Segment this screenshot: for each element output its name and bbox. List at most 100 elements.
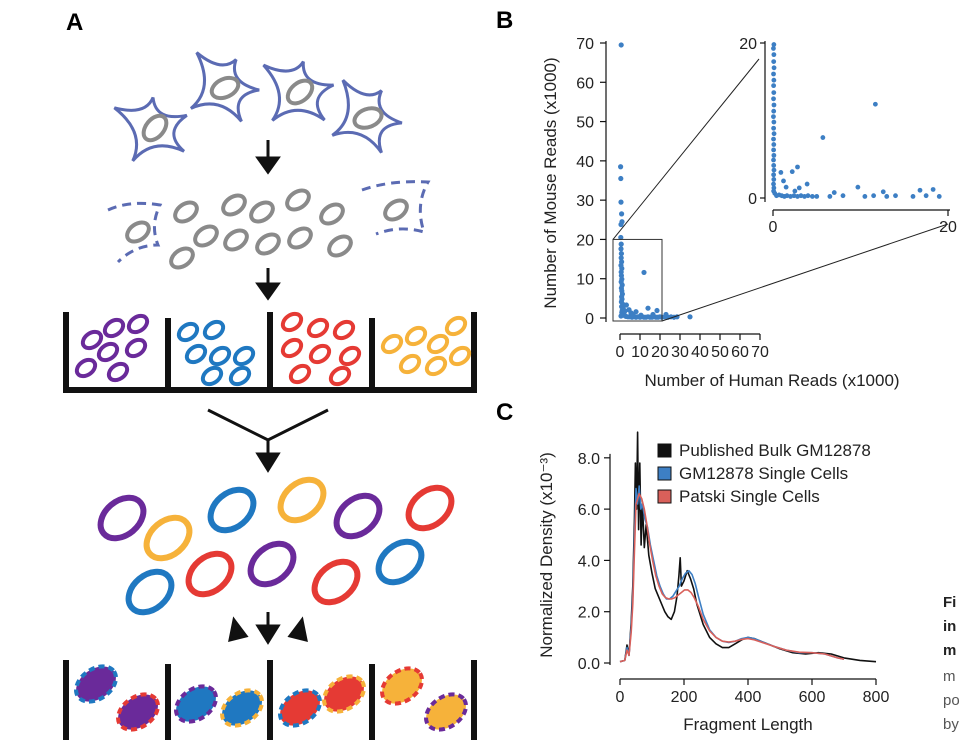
b-inset-point [771, 177, 777, 182]
b-main-point [645, 305, 651, 311]
b-inset-point [771, 83, 777, 89]
b-main-point [618, 42, 624, 48]
c-y-tick-label: 6.0 [578, 502, 600, 519]
b-main-point [687, 314, 693, 320]
b-inset-point [884, 194, 890, 199]
legend-swatch-bulk [657, 443, 672, 458]
caption-fragment: po [943, 692, 960, 709]
legend-label-gm12878: GM12878 Single Cells [679, 464, 848, 483]
caption-fragment: m [943, 668, 956, 685]
b-inset-point [771, 147, 777, 153]
b-inset-point [796, 185, 802, 191]
b-inset-point [814, 194, 820, 199]
b-inset-point [923, 193, 929, 199]
b-inset-point [771, 136, 776, 142]
c-y-tick-label: 8.0 [578, 451, 600, 468]
b-inset-point [783, 184, 789, 190]
b-y-tick-label: 70 [576, 36, 594, 53]
b-y-tick-label: 30 [576, 193, 594, 210]
b-inset-point [771, 131, 777, 137]
c-x-tick-label: 0 [616, 689, 625, 706]
cell [113, 96, 188, 162]
intact-cells [113, 51, 403, 162]
b-inset-point [771, 181, 776, 187]
b-inset-point [917, 187, 923, 193]
panel-a-schematic: A [63, 9, 477, 740]
b-inset-point [771, 96, 776, 102]
b-inset-point [771, 42, 777, 47]
b-inset-point [771, 152, 777, 158]
b-inset-point [795, 164, 800, 170]
broken-membrane [361, 180, 431, 236]
b-zoom-connector [612, 58, 760, 240]
b-inset-points [771, 42, 942, 199]
b-main-point [618, 313, 624, 319]
legend-swatch-patski [657, 489, 672, 504]
b-inset-point [840, 193, 846, 199]
b-main-points [618, 42, 693, 320]
b-inset-point [771, 119, 777, 125]
b-inset-point [910, 194, 916, 199]
b-inset-point [880, 189, 886, 195]
b-y-tick-label: 40 [576, 154, 594, 171]
b-x-axis-title: Number of Human Reads (x1000) [644, 371, 899, 390]
arrows [207, 140, 329, 645]
b-y-tick-label: 60 [576, 75, 594, 92]
b-inset-point [827, 194, 833, 199]
c-axes: 0.0 2.0 4.0 6.0 8.0 0 200 400 600 800 [578, 451, 890, 706]
b-main-point [618, 241, 624, 247]
b-inset-point [771, 142, 777, 147]
panel-b-label: B [496, 7, 513, 34]
panel-c-line-chart: C Normalized Density (x10⁻³) Fragment Le… [496, 399, 890, 734]
b-inset-point [771, 59, 777, 64]
well-plate-row-2 [63, 660, 477, 740]
c-x-tick-label: 400 [735, 689, 762, 706]
b-inset-point [771, 52, 777, 58]
pooled-nuclei [97, 476, 455, 616]
well-plate-row-1 [63, 311, 477, 393]
b-main-point [618, 255, 624, 261]
b-y-tick-label: 20 [576, 232, 594, 249]
b-inset-point [771, 46, 776, 51]
b-inset-point [936, 194, 942, 199]
b-main-point [618, 164, 624, 170]
c-x-axis-title: Fragment Length [683, 715, 812, 734]
cell [331, 79, 403, 154]
caption-fragment: in [943, 618, 957, 635]
broken-membrane [107, 201, 163, 264]
b-inset-axes: 0 20 0 20 [739, 36, 957, 236]
b-main-point [663, 311, 669, 318]
c-series-lines [619, 431, 877, 663]
b-inset-x-tick-label: 0 [769, 219, 778, 236]
cell [189, 51, 260, 123]
b-inset-point [771, 102, 777, 108]
c-y-tick-label: 2.0 [578, 605, 600, 622]
panel-b-scatter: B Number of Mouse Reads (x1000) Number o… [496, 7, 957, 390]
b-inset-point [893, 193, 898, 199]
b-x-tick-label: 0 [616, 344, 625, 361]
b-zoom-box [612, 58, 949, 322]
b-y-tick-label: 10 [576, 272, 594, 289]
b-inset-point [771, 172, 777, 178]
c-legend: Published Bulk GM12878 GM12878 Single Ce… [657, 441, 871, 506]
b-inset-point [872, 101, 878, 107]
cell [262, 60, 335, 122]
caption-fragment: m [943, 642, 957, 659]
b-inset-point [778, 170, 784, 175]
b-x-tick-label: 60 [731, 344, 749, 361]
b-zoom-connector [661, 223, 949, 322]
b-inset-point [781, 178, 786, 184]
legend-label-patski: Patski Single Cells [679, 487, 820, 506]
b-x-tick-label: 70 [751, 344, 769, 361]
b-zoom-rect [612, 238, 663, 322]
b-main-point [650, 311, 656, 318]
b-inset-point [855, 184, 861, 190]
b-main-point [622, 308, 628, 314]
b-x-tick-label: 20 [651, 344, 669, 361]
b-x-tick-label: 50 [711, 344, 729, 361]
b-inset-point [771, 167, 777, 173]
b-inset-point [820, 135, 826, 140]
b-main-point [638, 312, 644, 318]
b-x-tick-label: 40 [691, 344, 709, 361]
